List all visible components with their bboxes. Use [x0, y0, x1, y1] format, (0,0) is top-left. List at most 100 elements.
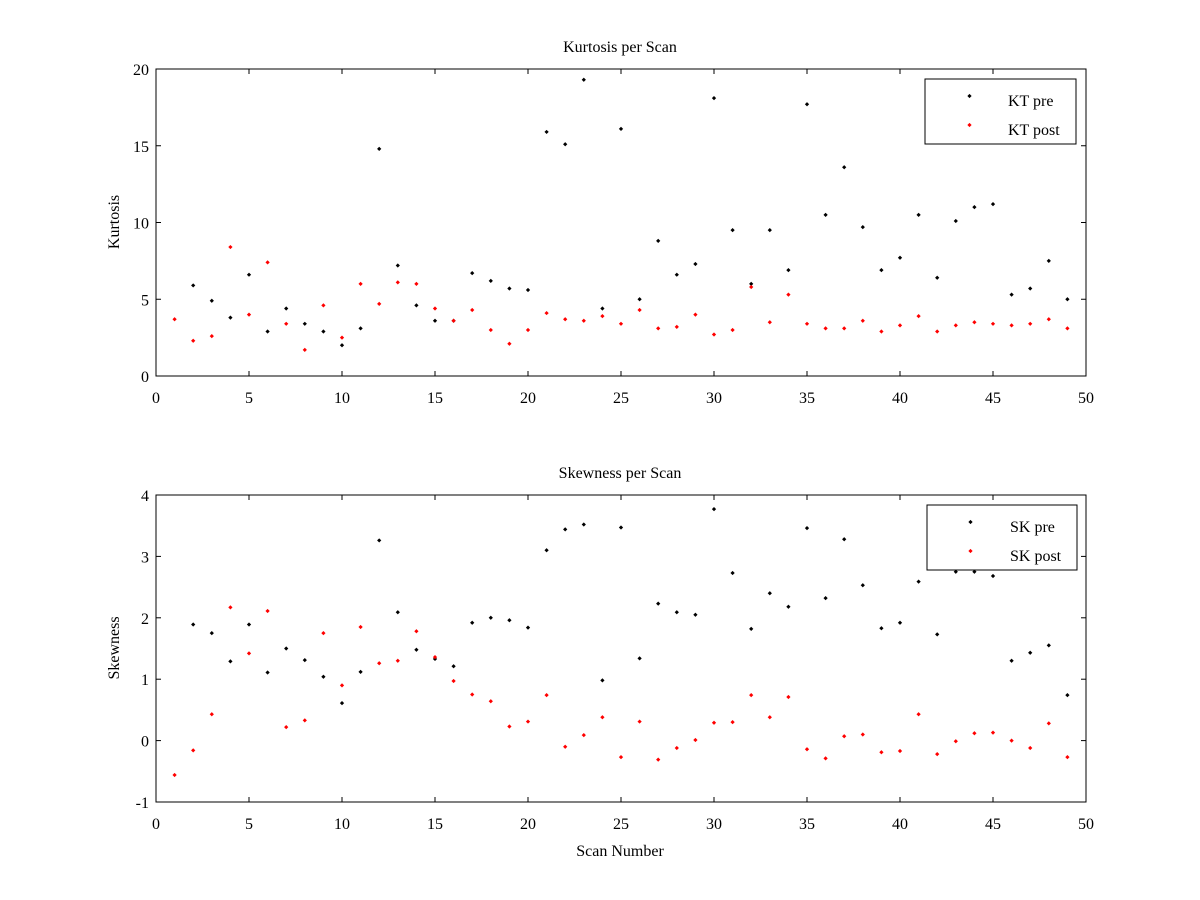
skewness-pre-point — [916, 579, 921, 584]
skewness-post-point — [451, 678, 456, 684]
kurtosis-x-tick-label: 25 — [613, 390, 629, 407]
skewness-pre-point — [935, 632, 940, 637]
skewness-pre-point — [358, 669, 363, 674]
kurtosis-y-tick-label: 5 — [141, 292, 149, 309]
skewness-post-point — [470, 692, 475, 697]
skewness-pre-point — [823, 596, 828, 601]
kurtosis-post-point — [656, 326, 661, 331]
kurtosis-pre-point — [600, 306, 605, 311]
kurtosis-post-point — [451, 318, 456, 323]
skewness-pre-point — [972, 569, 977, 574]
kurtosis-post-point — [1065, 326, 1070, 331]
kurtosis-pre-point — [879, 267, 884, 273]
skewness-legend-marker-pre — [968, 519, 973, 525]
skewness-post-point — [414, 629, 419, 634]
skewness-pre-point — [414, 647, 419, 652]
skewness-y-tick-label: 1 — [141, 672, 149, 689]
kurtosis-x-tick-label: 5 — [245, 390, 253, 407]
kurtosis-x-tick-label: 20 — [520, 390, 536, 407]
skewness-post-point — [600, 715, 605, 720]
skewness-post-point — [265, 608, 270, 614]
skewness-post-point — [1046, 721, 1051, 726]
skewness-post-point — [302, 718, 307, 723]
kurtosis-pre-point — [786, 267, 791, 273]
skewness-post-point — [581, 732, 586, 738]
skewness-legend-box — [926, 504, 1078, 571]
skewness-pre-point — [488, 615, 493, 620]
skewness-x-tick-label: 5 — [245, 816, 253, 833]
skewness-post-point — [191, 748, 196, 753]
skewness-pre-point — [581, 522, 586, 527]
kurtosis-post-point — [935, 329, 940, 334]
skewness-pre-point — [1028, 650, 1033, 655]
skewness-plot: Skewness per Scan 0 5 10 15 20 25 30 35 40 45 50-1… — [106, 465, 1094, 860]
kurtosis-post-point — [209, 333, 214, 339]
skewness-x-tick-label: 20 — [520, 816, 536, 833]
kurtosis-pre-point — [972, 205, 977, 210]
skewness-post-point — [953, 739, 958, 744]
skewness-pre-point — [749, 626, 754, 631]
kurtosis-pre-point — [916, 212, 921, 217]
kurtosis-x-tick-label: 40 — [892, 390, 908, 407]
skewness-post-point — [525, 719, 531, 724]
skewness-pre-point — [860, 583, 865, 588]
kurtosis-post-point — [879, 329, 884, 334]
kurtosis-plot: Kurtosis per Scan 0 5 10 15 20 25 30 35 40 45 50 0 5… — [106, 39, 1094, 407]
kurtosis-x-tick-label: 0 — [152, 390, 160, 407]
skewness-x-tick-label: 35 — [799, 816, 815, 833]
kurtosis-post-point — [191, 338, 196, 343]
skewness-pre-point — [209, 631, 214, 636]
kurtosis-post-point — [804, 321, 810, 326]
kurtosis-pre-point — [302, 321, 307, 326]
kurtosis-pre-point — [749, 281, 754, 287]
kurtosis-pre-point — [618, 126, 624, 131]
kurtosis-post-point — [823, 326, 828, 331]
skewness-legend-marker-post — [968, 548, 973, 554]
skewness-post-point — [488, 699, 493, 704]
kurtosis-post-point — [637, 307, 642, 313]
kurtosis-pre-point — [990, 201, 996, 207]
kurtosis-post-point — [767, 320, 772, 325]
kurtosis-x-tick-label: 45 — [985, 390, 1001, 407]
kurtosis-pre-point — [1009, 292, 1014, 297]
skewness-pre-point — [600, 678, 605, 683]
kurtosis-pre-point — [674, 272, 679, 277]
kurtosis-post-point — [377, 301, 382, 306]
kurtosis-y-axis-label: Kurtosis — [106, 195, 123, 249]
skewness-y-tick-label: -1 — [136, 795, 149, 812]
kurtosis-pre-point — [935, 275, 940, 280]
skewness-y-axis-label: Skewness — [106, 616, 123, 679]
skewness-pre-point — [656, 601, 661, 606]
kurtosis-pre-point — [860, 224, 865, 230]
kurtosis-pre-point — [228, 315, 233, 320]
kurtosis-post-point — [395, 280, 400, 285]
skewness-x-tick-label: 40 — [892, 816, 908, 833]
skewness-post-point — [1065, 755, 1070, 760]
kurtosis-pre-point — [804, 102, 810, 107]
skewness-post-point — [358, 624, 363, 630]
kurtosis-post-point — [916, 314, 921, 319]
kurtosis-pre-point — [339, 343, 345, 348]
skewness-post-point — [637, 719, 642, 724]
skewness-post-point — [879, 750, 884, 755]
kurtosis-legend-label-post: KT post — [1008, 122, 1060, 139]
kurtosis-y-tick-label: 20 — [133, 62, 149, 79]
kurtosis-pre-point — [284, 306, 289, 311]
skewness-pre-point — [451, 664, 456, 669]
kurtosis-pre-point — [581, 77, 586, 82]
skewness-pre-point — [1009, 658, 1014, 663]
skewness-pre-point — [470, 620, 475, 625]
skewness-pre-point — [339, 701, 345, 706]
kurtosis-pre-point — [823, 212, 828, 217]
kurtosis-pre-point — [953, 218, 958, 224]
kurtosis-post-point — [488, 327, 493, 333]
skewness-post-point — [730, 720, 735, 725]
skewness-x-tick-label: 0 — [152, 816, 160, 833]
kurtosis-y-tick-label: 0 — [141, 369, 149, 386]
skewness-post-point — [172, 772, 177, 778]
skewness-post-point — [544, 693, 549, 698]
skewness-post-point — [935, 751, 940, 757]
skewness-post-point — [656, 757, 661, 762]
skewness-y-tick-label: 0 — [141, 734, 149, 751]
kurtosis-pre-point — [414, 303, 419, 308]
